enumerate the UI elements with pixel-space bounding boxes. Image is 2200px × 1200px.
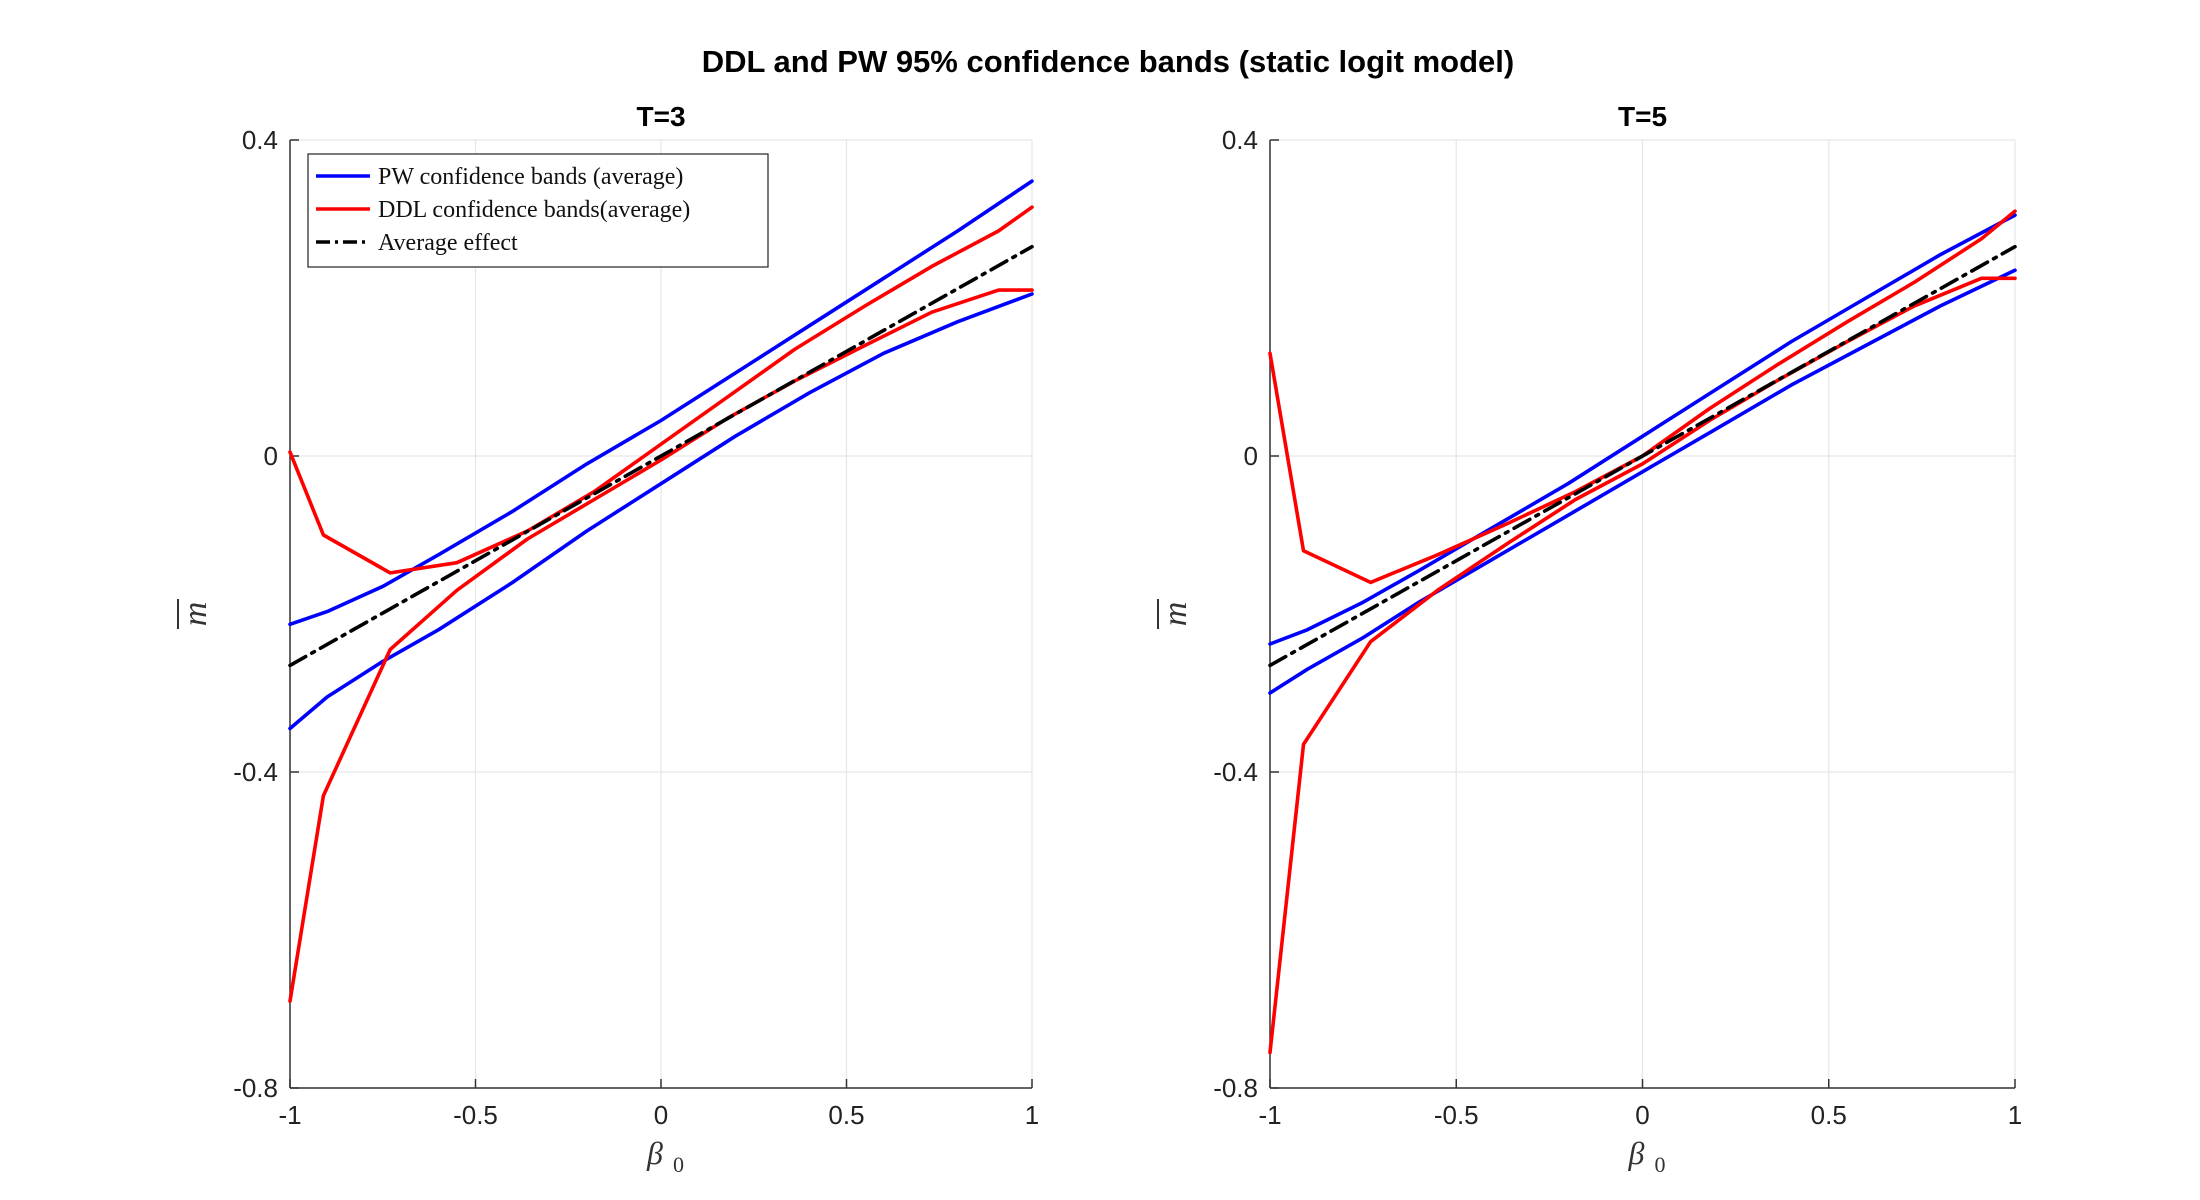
y-tick-label: 0 bbox=[264, 441, 278, 471]
x-tick-label: 0 bbox=[1635, 1100, 1649, 1130]
y-tick-label: 0 bbox=[1244, 441, 1258, 471]
y-tick-label: -0.8 bbox=[233, 1073, 278, 1103]
x-axis-label-subscript: 0 bbox=[1655, 1152, 1666, 1177]
series-pw-lower bbox=[288, 292, 1034, 731]
x-tick-label: -0.5 bbox=[453, 1100, 498, 1130]
chart-panel-t5: -1 -0.5 0 0.5 1-0.8-0.400.4T=5β 0m bbox=[1157, 101, 2022, 1177]
y-tick-label: 0.4 bbox=[242, 125, 278, 155]
series-average-effect bbox=[288, 244, 1034, 668]
x-tick-label: -1 bbox=[278, 1100, 301, 1130]
y-tick-label: 0.4 bbox=[1222, 125, 1258, 155]
y-tick-label: -0.4 bbox=[1213, 757, 1258, 787]
legend-label: PW confidence bands (average) bbox=[378, 164, 683, 190]
x-tick-label: 1 bbox=[1025, 1100, 1039, 1130]
x-axis-label: β bbox=[1628, 1135, 1645, 1171]
x-tick-label: 0.5 bbox=[828, 1100, 864, 1130]
legend-label: DDL confidence bands(average) bbox=[378, 197, 690, 223]
series-average-effect bbox=[1268, 244, 2017, 668]
panel-title: T=5 bbox=[1618, 101, 1667, 132]
legend-label: Average effect bbox=[378, 230, 518, 256]
series-pw-upper bbox=[288, 179, 1034, 627]
x-tick-label: -1 bbox=[1258, 1100, 1281, 1130]
y-axis-label: m bbox=[177, 602, 214, 627]
legend: PW confidence bands (average) DDL confide… bbox=[307, 153, 769, 268]
x-tick-label: -0.5 bbox=[1434, 1100, 1479, 1130]
series-ddl-upper bbox=[288, 205, 1034, 575]
figure-title: DDL and PW 95% confidence bands (static … bbox=[702, 44, 1514, 79]
x-tick-label: 1 bbox=[2008, 1100, 2022, 1130]
x-tick-label: 0.5 bbox=[1811, 1100, 1847, 1130]
y-axis-label-group: m bbox=[1157, 599, 1194, 629]
y-axis-label: m bbox=[1157, 602, 1194, 627]
y-axis-label-group: m bbox=[177, 599, 214, 629]
series-pw-lower bbox=[1268, 268, 2017, 695]
x-axis-label-subscript: 0 bbox=[673, 1152, 684, 1177]
y-tick-label: -0.4 bbox=[233, 757, 278, 787]
x-axis-label: β bbox=[646, 1135, 663, 1171]
series-ddl-lower bbox=[288, 288, 1034, 1003]
series-pw-upper bbox=[1268, 213, 2017, 646]
series-ddl-lower bbox=[1268, 276, 2017, 1055]
y-tick-label: -0.8 bbox=[1213, 1073, 1258, 1103]
x-tick-label: 0 bbox=[654, 1100, 668, 1130]
panel-title: T=3 bbox=[636, 101, 685, 132]
legend-box bbox=[307, 153, 769, 268]
